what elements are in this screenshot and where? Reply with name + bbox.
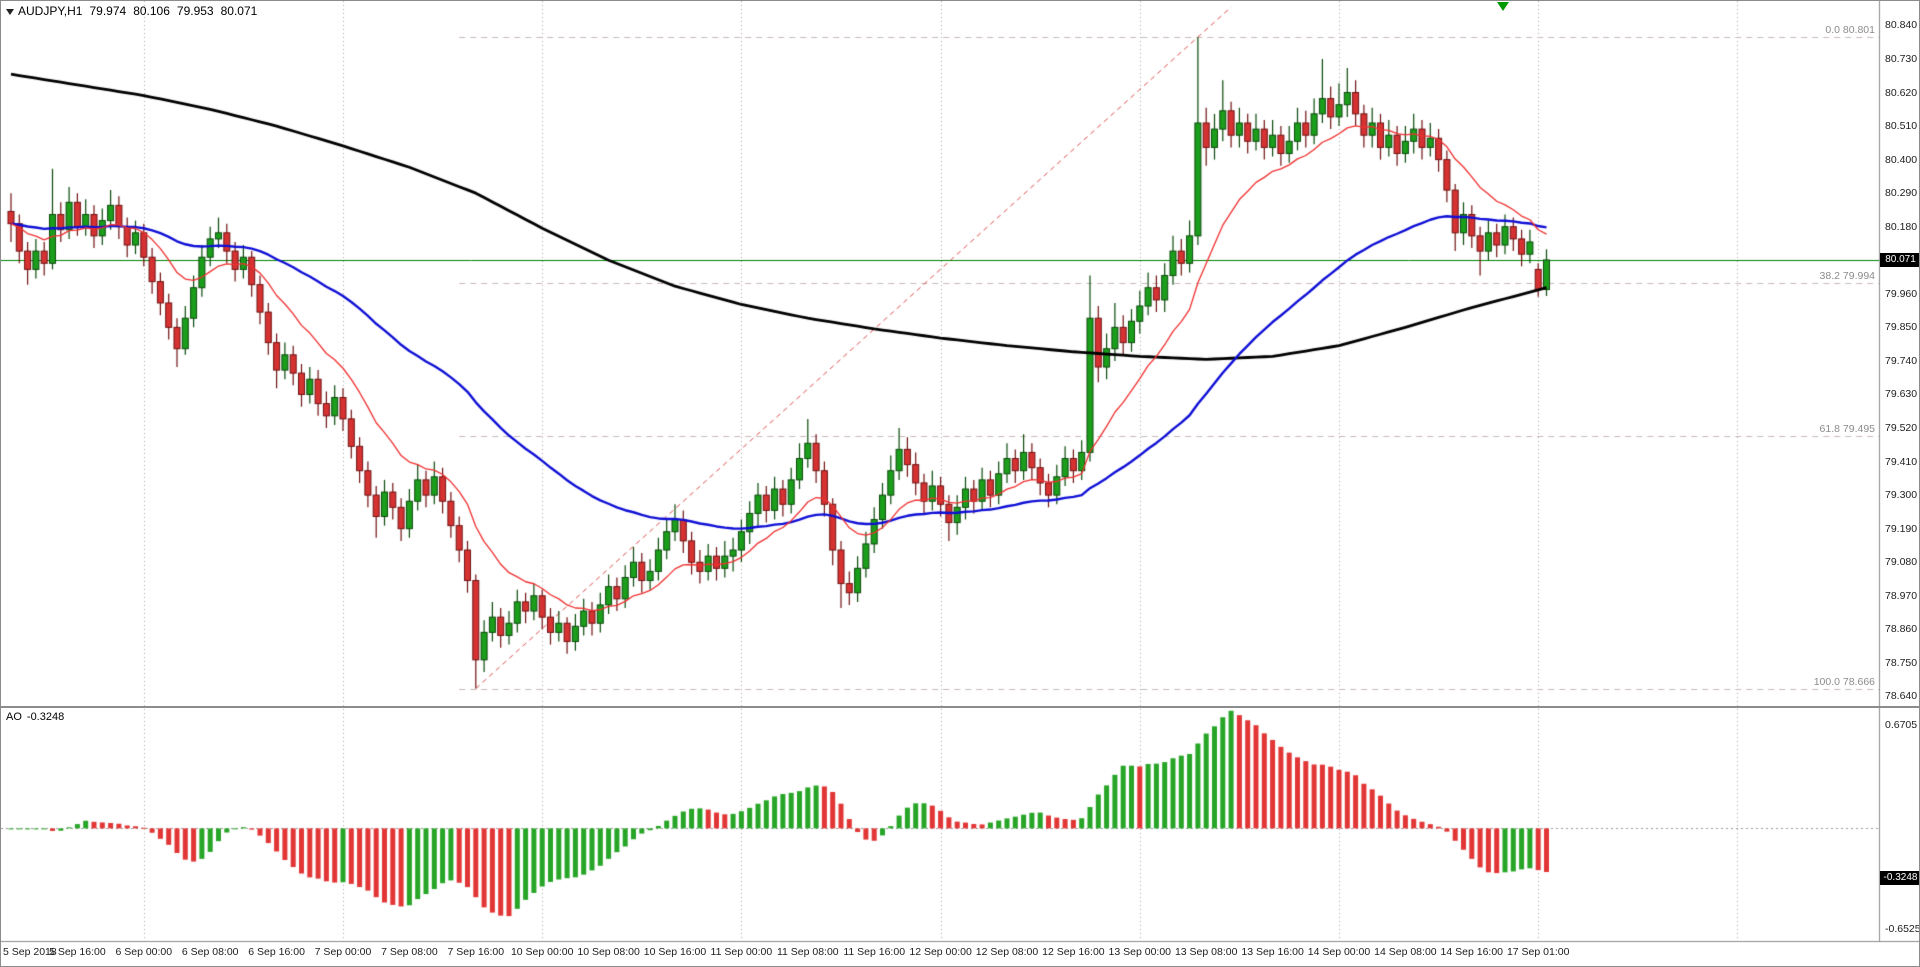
indicator-axis-min-label: -0.6525	[1885, 923, 1920, 935]
price-axis-label: 80.290	[1885, 187, 1918, 200]
time-axis-label: 10 Sep 00:00	[510, 946, 574, 958]
price-axis-label: 79.300	[1885, 489, 1918, 502]
indicator-title: AO -0.3248	[6, 711, 64, 723]
price-axis-label: 79.410	[1885, 455, 1918, 468]
ohlc-high-value: 80.106	[133, 4, 170, 18]
time-axis-label: 12 Sep 00:00	[909, 946, 972, 958]
symbol-timeframe-label: AUDJPY,H1	[18, 4, 83, 18]
ohlc-low-value: 79.953	[176, 4, 214, 18]
price-axis-label: 79.740	[1885, 354, 1918, 367]
symbol-marker-icon	[6, 8, 14, 15]
time-axis-label: 11 Sep 08:00	[776, 946, 839, 958]
time-axis-label: 6 Sep 00:00	[115, 946, 173, 958]
price-axis-label: 79.520	[1885, 422, 1918, 435]
price-axis-label: 78.750	[1885, 656, 1918, 669]
chart-title: AUDJPY,H1 79.974 80.106 79.953 80.071	[6, 4, 257, 18]
time-axis-label: 5 Sep 16:00	[49, 946, 106, 958]
price-axis-label: 80.510	[1885, 120, 1918, 133]
price-axis-label: 79.850	[1885, 321, 1918, 334]
price-axis-label: 80.400	[1885, 153, 1918, 166]
time-axis-label: 7 Sep 16:00	[447, 946, 505, 958]
price-axis-label: 80.180	[1885, 220, 1918, 233]
time-axis-label: 11 Sep 16:00	[843, 946, 906, 958]
time-axis-label: 10 Sep 08:00	[577, 946, 640, 958]
time-axis-label: 12 Sep 16:00	[1042, 946, 1105, 958]
indicator-axis-max-label: 0.6705	[1885, 719, 1918, 731]
price-axis-label: 78.640	[1885, 690, 1918, 703]
time-axis-label: 7 Sep 00:00	[314, 946, 372, 958]
time-axis-label: 6 Sep 08:00	[181, 946, 239, 958]
pane-splitter[interactable]	[1, 706, 1919, 708]
price-axis-label: 79.630	[1885, 388, 1918, 401]
time-axis-label: 11 Sep 00:00	[710, 946, 773, 958]
time-axis-label: 14 Sep 16:00	[1440, 946, 1504, 958]
price-axis-label: 78.970	[1885, 589, 1918, 602]
arrow-marker-icon[interactable]	[1497, 2, 1509, 11]
indicator-value-label: -0.3248	[26, 711, 65, 723]
time-axis-label: 13 Sep 08:00	[1174, 946, 1238, 958]
ohlc-close-value: 80.071	[220, 4, 258, 18]
time-axis-label: 14 Sep 08:00	[1374, 946, 1437, 958]
current-price-badge: 80.071	[1880, 252, 1919, 267]
time-axis-label: 7 Sep 08:00	[381, 946, 438, 958]
price-axis[interactable]: 80.840 80.730 80.620 80.510 80.400 80.290 80.1…	[1879, 1, 1920, 941]
time-axis-label: 12 Sep 08:00	[975, 946, 1039, 958]
price-axis-label: 78.860	[1885, 623, 1918, 636]
time-axis[interactable]: 5 Sep 2018 5 Sep 16:00 6 Sep 00:00 6 Sep 08…	[1, 942, 1919, 966]
price-axis-label: 79.960	[1885, 287, 1918, 300]
price-axis-label: 80.620	[1885, 86, 1918, 99]
indicator-value-badge: -0.3248	[1880, 871, 1919, 886]
time-axis-label: 10 Sep 16:00	[643, 946, 707, 958]
ohlc-open-value: 79.974	[89, 4, 127, 18]
time-axis-label: 14 Sep 00:00	[1307, 946, 1371, 958]
price-axis-label: 80.840	[1885, 19, 1918, 32]
time-axis-label: 6 Sep 16:00	[248, 946, 305, 958]
time-axis-label: 13 Sep 00:00	[1108, 946, 1172, 958]
time-axis-label: 5 Sep 2018	[3, 946, 57, 958]
price-axis-label: 79.080	[1885, 556, 1918, 569]
price-axis-label: 80.730	[1885, 52, 1918, 65]
time-axis-label: 13 Sep 16:00	[1241, 946, 1304, 958]
price-axis-label: 79.190	[1885, 522, 1918, 535]
indicator-name-label: AO	[6, 711, 22, 723]
time-axis-label: 17 Sep 01:00	[1506, 946, 1570, 958]
